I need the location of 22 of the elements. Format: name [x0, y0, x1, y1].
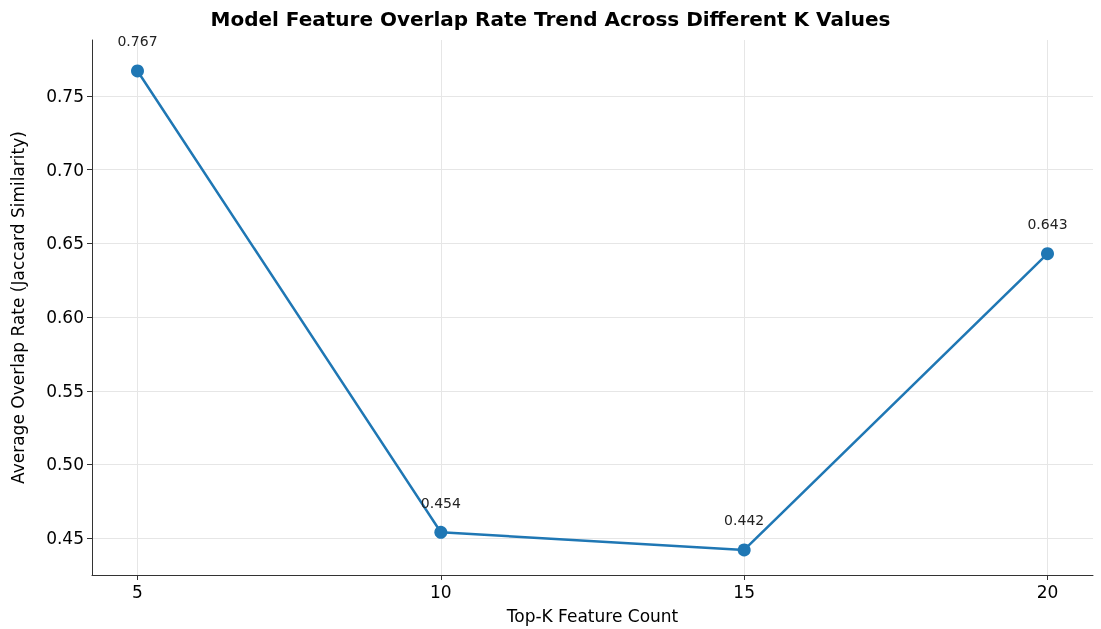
y-tick-label: 0.45 — [46, 528, 84, 549]
y-tick-label: 0.50 — [46, 454, 84, 475]
chart-title: Model Feature Overlap Rate Trend Across Different K Values — [210, 7, 891, 31]
x-tick-label: 20 — [1036, 581, 1059, 602]
data-label: 0.767 — [117, 33, 158, 50]
y-tick-label: 0.75 — [46, 86, 84, 107]
y-tick-label: 0.70 — [46, 159, 84, 180]
point — [1041, 247, 1054, 261]
y-axis-title: Average Overlap Rate (Jaccard Similarity) — [7, 131, 28, 484]
x-tick-label: 10 — [430, 581, 452, 602]
point — [737, 543, 751, 557]
y-tick-label: 0.60 — [46, 307, 84, 328]
y-tick-label: 0.55 — [46, 380, 84, 401]
point — [434, 525, 448, 539]
data-label: 0.643 — [1027, 216, 1068, 233]
data-label: 0.442 — [724, 512, 765, 529]
y-tick-label: 0.65 — [46, 233, 84, 254]
data-label: 0.454 — [420, 494, 461, 511]
x-tick-label: 5 — [132, 581, 143, 602]
x-axis-title: Top-K Feature Count — [505, 605, 679, 626]
x-tick-label: 15 — [733, 581, 755, 602]
point — [131, 64, 144, 78]
